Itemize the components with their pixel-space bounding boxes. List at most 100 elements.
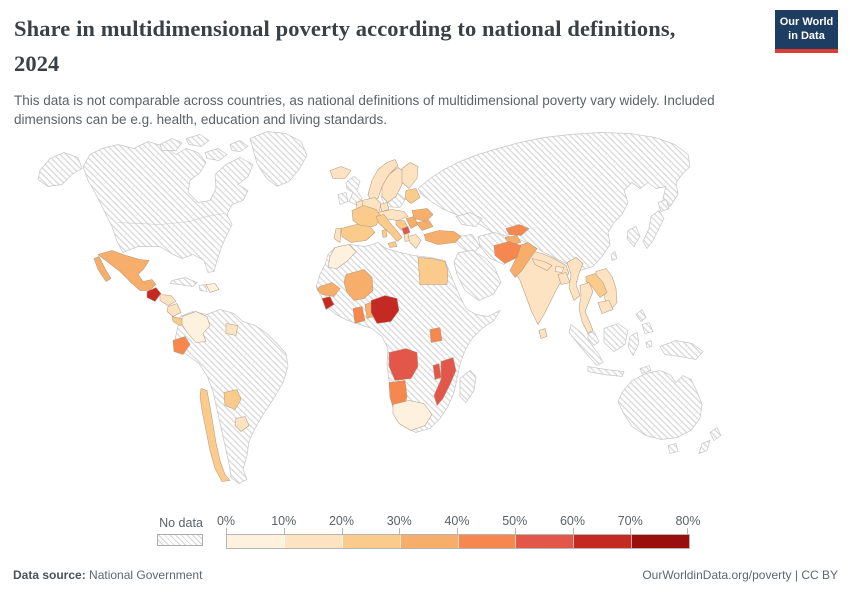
landmass-new-guinea xyxy=(659,340,704,360)
country-mexico[interactable] xyxy=(97,250,157,291)
footer-divider: | xyxy=(794,568,798,582)
country-chile[interactable] xyxy=(199,388,231,482)
country-angola[interactable] xyxy=(388,348,419,381)
owid-logo-line2: in Data xyxy=(788,29,825,42)
country-laos[interactable] xyxy=(585,273,608,298)
country-finland[interactable] xyxy=(401,162,419,189)
landmass-sulawesi xyxy=(627,331,640,357)
legend-color-bar[interactable] xyxy=(226,534,690,549)
country-uganda[interactable] xyxy=(429,327,443,343)
country-myanmar[interactable] xyxy=(566,257,584,301)
landmass-new-zealand xyxy=(709,426,722,442)
title-line-2: 2024 xyxy=(14,50,60,76)
country-senegal[interactable] xyxy=(316,282,341,297)
page-title: Share in multidimensional poverty accord… xyxy=(14,12,764,82)
owid-logo[interactable]: Our World in Data xyxy=(775,10,838,53)
legend-bin-60-70%[interactable] xyxy=(574,535,633,548)
country-sri-lanka[interactable] xyxy=(538,328,548,339)
country-mali[interactable] xyxy=(343,269,374,301)
landmass-arctic-islands xyxy=(204,148,228,161)
legend-tick-label: 70% xyxy=(617,514,643,528)
country-cambodia[interactable] xyxy=(597,300,614,314)
landmass-taiwan xyxy=(610,250,618,261)
country-ecuador[interactable] xyxy=(172,336,191,355)
landmass-north-america xyxy=(82,141,254,273)
legend-tick-label: 40% xyxy=(444,514,470,528)
legend-tick-label: 10% xyxy=(271,514,297,528)
country-egypt[interactable] xyxy=(417,257,449,285)
country-nepal[interactable] xyxy=(531,258,553,271)
landmass-ireland xyxy=(337,192,349,205)
country-sierra-leone[interactable] xyxy=(321,296,335,310)
landmass-korea xyxy=(626,226,641,248)
country-morocco[interactable] xyxy=(327,244,357,269)
owid-logo-text: Our World in Data xyxy=(780,16,834,44)
country-mozambique[interactable] xyxy=(433,357,457,406)
legend-tick-label: 80% xyxy=(675,514,701,528)
country-spain[interactable] xyxy=(340,224,376,243)
owid-url-link[interactable]: OurWorldinData.org/poverty xyxy=(642,568,792,582)
legend-bin-50-60%[interactable] xyxy=(516,535,575,548)
legend-tick-label: 60% xyxy=(559,514,586,528)
country-italy[interactable] xyxy=(375,214,403,242)
legend-bin-0-10%[interactable] xyxy=(227,535,285,548)
landmass-cuba xyxy=(169,277,198,287)
country-thailand[interactable] xyxy=(578,282,594,334)
data-source: Data source: National Government xyxy=(13,568,202,582)
country-dominican-republic[interactable] xyxy=(205,283,220,293)
country-italy-sardinia[interactable] xyxy=(381,229,388,238)
country-denmark[interactable] xyxy=(379,202,390,212)
country-ghana[interactable] xyxy=(352,306,366,324)
landmass-greenland xyxy=(249,131,308,187)
owid-logo-line1: Our World xyxy=(779,15,834,28)
landmass-java xyxy=(587,366,625,377)
country-bulgaria[interactable] xyxy=(415,220,434,231)
legend-bin-70-80%[interactable] xyxy=(632,535,689,548)
country-uruguay[interactable] xyxy=(234,416,250,432)
country-guyana[interactable] xyxy=(225,323,239,336)
country-montenegro[interactable] xyxy=(401,226,411,235)
country-nicaragua[interactable] xyxy=(166,303,182,317)
landmass-sumatra xyxy=(568,323,604,366)
country-portugal[interactable] xyxy=(333,228,342,243)
legend-tick-label: 20% xyxy=(328,514,355,528)
country-colombia[interactable] xyxy=(181,311,211,343)
landmass-australia xyxy=(617,370,703,440)
legend-no-data-swatch[interactable] xyxy=(157,534,203,546)
country-kyrgyzstan[interactable] xyxy=(505,224,530,236)
chart-subtitle: This data is not comparable across count… xyxy=(14,92,715,128)
world-map xyxy=(10,122,840,507)
country-guatemala[interactable] xyxy=(146,287,162,302)
country-sweden[interactable] xyxy=(381,167,405,203)
country-bhutan[interactable] xyxy=(554,266,565,273)
us-canada-border xyxy=(117,213,225,225)
landmass-tasmania xyxy=(667,443,679,454)
country-iceland[interactable] xyxy=(329,166,352,179)
country-south-africa[interactable] xyxy=(392,400,433,431)
legend-tick-label: 0% xyxy=(216,514,236,528)
landmass-haiti xyxy=(198,284,208,292)
landmass-arctic-islands xyxy=(229,140,249,152)
license-label: CC BY xyxy=(801,568,838,582)
data-countries xyxy=(93,159,618,482)
footer-links: OurWorldinData.org/poverty | CC BY xyxy=(642,568,838,582)
country-baltic-states[interactable] xyxy=(404,188,421,204)
country-turkey[interactable] xyxy=(423,230,462,245)
landmass-malaysia xyxy=(587,331,600,346)
legend-tick-label: 30% xyxy=(386,514,412,528)
landmass-maluku xyxy=(645,340,653,348)
map-legend: No data 0% 10% 20% 30% 40% 50% 60% 70% 80% xyxy=(0,514,850,554)
country-greece[interactable] xyxy=(407,234,422,249)
legend-bin-30-40%[interactable] xyxy=(400,535,459,548)
legend-bin-40-50%[interactable] xyxy=(458,535,517,548)
country-italy-sicily[interactable] xyxy=(387,241,398,248)
country-paraguay[interactable] xyxy=(223,389,242,410)
legend-bin-10-20%[interactable] xyxy=(284,535,343,548)
legend-bin-20-30%[interactable] xyxy=(342,535,401,548)
country-honduras[interactable] xyxy=(159,294,177,306)
country-afghanistan[interactable] xyxy=(493,241,522,264)
country-mexico-baja[interactable] xyxy=(93,256,112,282)
landmass-united-kingdom xyxy=(345,176,363,205)
country-nigeria[interactable] xyxy=(370,295,400,324)
country-romania[interactable] xyxy=(411,208,434,222)
